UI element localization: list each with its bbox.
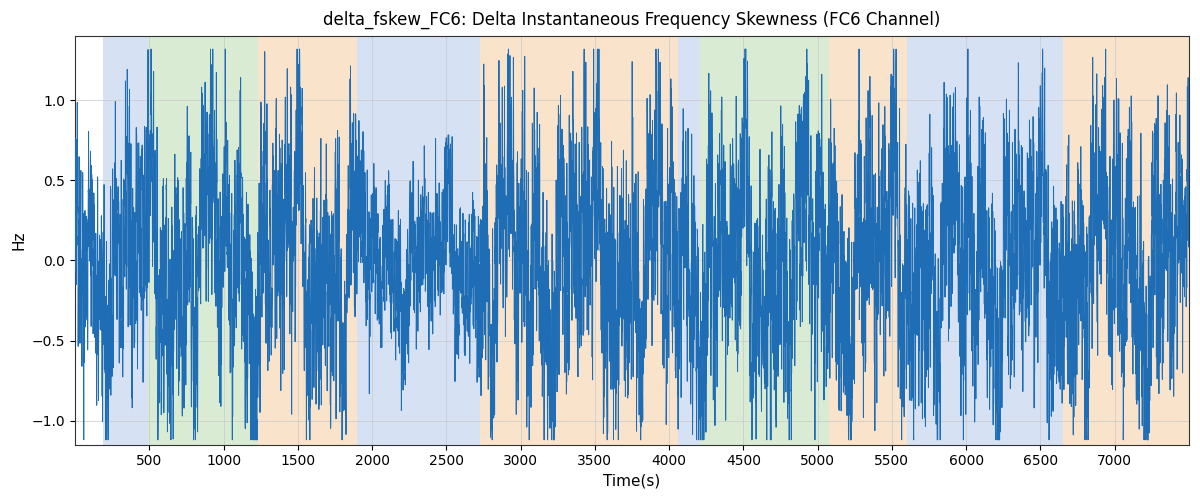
Bar — [701, 36, 829, 445]
Bar — [358, 36, 384, 445]
Bar — [148, 36, 258, 445]
Y-axis label: Hz: Hz — [11, 230, 26, 250]
Bar — [829, 36, 907, 445]
Bar — [384, 36, 480, 445]
Bar — [1063, 36, 1189, 445]
Bar — [678, 36, 701, 445]
Bar — [907, 36, 1063, 445]
Bar — [480, 36, 678, 445]
Title: delta_fskew_FC6: Delta Instantaneous Frequency Skewness (FC6 Channel): delta_fskew_FC6: Delta Instantaneous Fre… — [323, 11, 941, 30]
Bar — [258, 36, 358, 445]
X-axis label: Time(s): Time(s) — [604, 474, 660, 489]
Bar — [103, 36, 148, 445]
